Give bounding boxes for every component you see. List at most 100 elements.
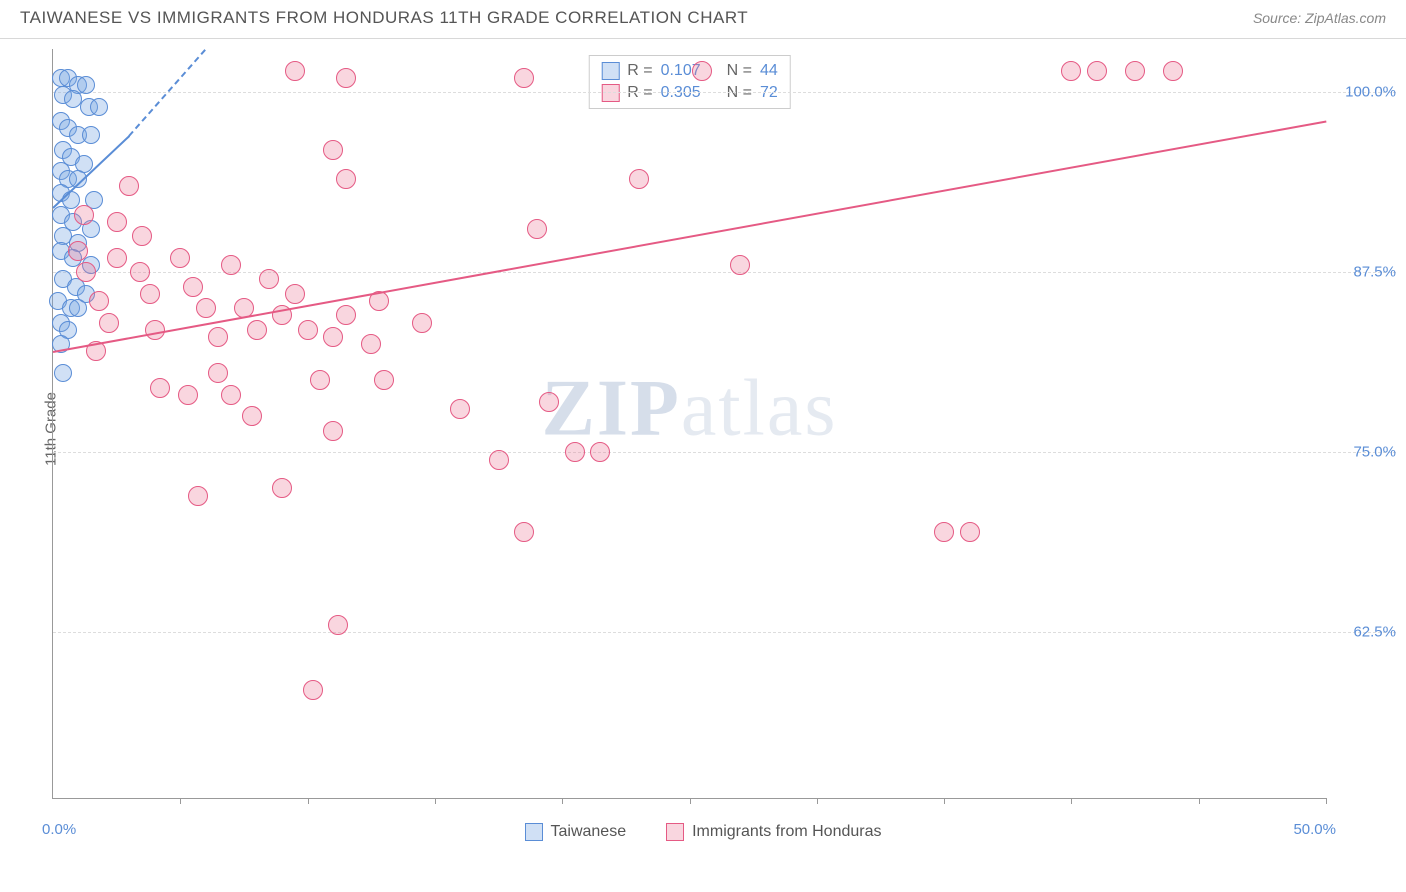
data-point-honduras	[539, 392, 559, 412]
x-tick	[180, 798, 181, 804]
data-point-honduras	[328, 615, 348, 635]
data-point-honduras	[514, 522, 534, 542]
x-axis-labels: 0.0% 50.0%	[52, 821, 1326, 841]
x-tick	[1199, 798, 1200, 804]
data-point-honduras	[629, 169, 649, 189]
gridline	[53, 272, 1396, 273]
data-point-honduras	[412, 313, 432, 333]
watermark-light: atlas	[681, 364, 838, 452]
data-point-honduras	[247, 320, 267, 340]
x-tick	[1071, 798, 1072, 804]
grid-label: 75.0%	[1347, 444, 1396, 461]
N-value-taiwanese: 44	[760, 60, 778, 82]
swatch-taiwanese	[601, 62, 619, 80]
data-point-honduras	[527, 219, 547, 239]
data-point-honduras	[323, 327, 343, 347]
data-point-honduras	[208, 327, 228, 347]
x-tick	[308, 798, 309, 804]
N-label: N =	[727, 60, 752, 82]
data-point-honduras	[208, 363, 228, 383]
data-point-taiwanese	[82, 126, 100, 144]
data-point-honduras	[221, 255, 241, 275]
data-point-honduras	[221, 385, 241, 405]
data-point-honduras	[76, 262, 96, 282]
data-point-honduras	[188, 486, 208, 506]
source-label: Source: ZipAtlas.com	[1253, 10, 1386, 26]
data-point-honduras	[374, 370, 394, 390]
gridline	[53, 632, 1396, 633]
data-point-honduras	[590, 442, 610, 462]
data-point-honduras	[323, 421, 343, 441]
data-point-honduras	[107, 212, 127, 232]
data-point-honduras	[196, 298, 216, 318]
data-point-honduras	[336, 305, 356, 325]
grid-label: 87.5%	[1347, 264, 1396, 281]
data-point-honduras	[99, 313, 119, 333]
chart-title: TAIWANESE VS IMMIGRANTS FROM HONDURAS 11…	[20, 8, 748, 28]
data-point-honduras	[259, 269, 279, 289]
x-tick	[562, 798, 563, 804]
data-point-taiwanese	[54, 364, 72, 382]
data-point-honduras	[336, 169, 356, 189]
data-point-honduras	[310, 370, 330, 390]
chart-wrap: 11th Grade ZIPatlas R = 0.107 N = 44 R =…	[0, 39, 1406, 819]
data-point-honduras	[74, 205, 94, 225]
data-point-honduras	[450, 399, 470, 419]
data-point-honduras	[285, 61, 305, 81]
x-tick	[817, 798, 818, 804]
data-point-honduras	[119, 176, 139, 196]
data-point-honduras	[150, 378, 170, 398]
legend-row-taiwanese: R = 0.107 N = 44	[601, 60, 778, 82]
data-point-honduras	[730, 255, 750, 275]
gridline	[53, 452, 1396, 453]
data-point-honduras	[107, 248, 127, 268]
x-min-label: 0.0%	[42, 821, 76, 838]
x-max-label: 50.0%	[1293, 821, 1336, 838]
data-point-honduras	[1125, 61, 1145, 81]
gridline	[53, 92, 1396, 93]
data-point-honduras	[132, 226, 152, 246]
data-point-honduras	[489, 450, 509, 470]
data-point-taiwanese	[77, 76, 95, 94]
data-point-honduras	[178, 385, 198, 405]
title-bar: TAIWANESE VS IMMIGRANTS FROM HONDURAS 11…	[0, 0, 1406, 39]
R-label: R =	[627, 60, 652, 82]
data-point-honduras	[89, 291, 109, 311]
data-point-honduras	[361, 334, 381, 354]
data-point-honduras	[183, 277, 203, 297]
data-point-honduras	[140, 284, 160, 304]
data-point-honduras	[298, 320, 318, 340]
data-point-taiwanese	[90, 98, 108, 116]
data-point-honduras	[303, 680, 323, 700]
data-point-honduras	[960, 522, 980, 542]
data-point-honduras	[565, 442, 585, 462]
legend-top: R = 0.107 N = 44 R = 0.305 N = 72	[588, 55, 791, 109]
data-point-honduras	[285, 284, 305, 304]
x-tick	[690, 798, 691, 804]
data-point-honduras	[323, 140, 343, 160]
trend-line	[53, 121, 1326, 353]
data-point-honduras	[514, 68, 534, 88]
trend-line	[129, 49, 207, 137]
plot-area: ZIPatlas R = 0.107 N = 44 R = 0.305 N = …	[52, 49, 1326, 799]
data-point-honduras	[242, 406, 262, 426]
data-point-honduras	[1163, 61, 1183, 81]
x-tick	[944, 798, 945, 804]
data-point-honduras	[1087, 61, 1107, 81]
x-tick	[435, 798, 436, 804]
data-point-honduras	[68, 241, 88, 261]
data-point-honduras	[145, 320, 165, 340]
grid-label: 100.0%	[1339, 84, 1396, 101]
grid-label: 62.5%	[1347, 624, 1396, 641]
data-point-honduras	[130, 262, 150, 282]
data-point-honduras	[170, 248, 190, 268]
x-tick	[1326, 798, 1327, 804]
data-point-honduras	[1061, 61, 1081, 81]
data-point-honduras	[336, 68, 356, 88]
data-point-honduras	[692, 61, 712, 81]
watermark-bold: ZIP	[542, 364, 681, 452]
watermark: ZIPatlas	[542, 363, 838, 454]
data-point-honduras	[934, 522, 954, 542]
data-point-honduras	[272, 478, 292, 498]
data-point-taiwanese	[69, 299, 87, 317]
